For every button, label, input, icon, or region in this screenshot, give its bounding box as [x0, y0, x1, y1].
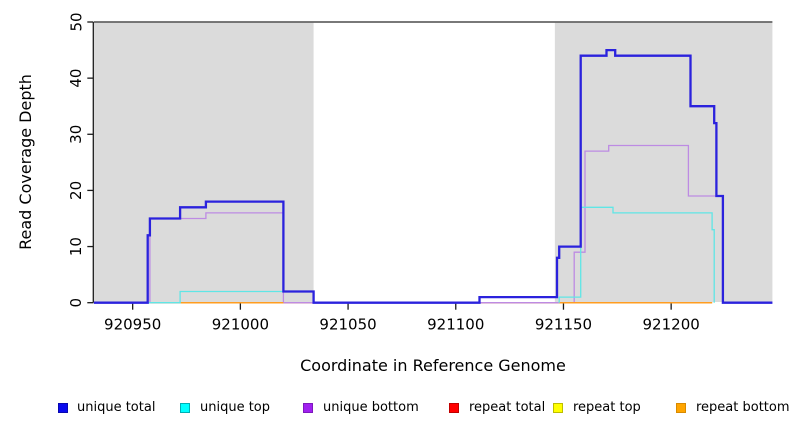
- y-axis-title: Read Coverage Depth: [16, 74, 35, 250]
- legend-label: unique bottom: [323, 400, 419, 415]
- legend-swatch-icon: [180, 403, 190, 413]
- legend-label: repeat bottom: [696, 400, 790, 415]
- shaded-region-0: [93, 22, 314, 302]
- legend-swatch-icon: [303, 403, 313, 413]
- shaded-region-1: [554, 22, 773, 302]
- x-tick-label: 921000: [212, 316, 269, 334]
- y-tick-label: 20: [67, 181, 85, 200]
- legend-swatch-icon: [449, 403, 459, 413]
- x-tick-label: 921050: [319, 316, 376, 334]
- legend-label: repeat total: [469, 400, 546, 415]
- y-tick-label: 30: [67, 125, 85, 144]
- legend-swatch-icon: [676, 403, 686, 413]
- x-axis-title: Coordinate in Reference Genome: [300, 356, 566, 375]
- y-tick-label: 50: [67, 12, 85, 31]
- legend: unique total unique top unique bottom repea…: [0, 399, 792, 423]
- x-tick-label: 921150: [535, 316, 592, 334]
- series-unique-top-line: [558, 206, 715, 303]
- y-tick-label: 10: [67, 237, 85, 256]
- legend-swatch-icon: [553, 403, 563, 413]
- legend-label: unique total: [77, 400, 156, 415]
- legend-label: repeat top: [573, 400, 641, 415]
- x-tick-label: 921100: [427, 316, 484, 334]
- x-tick-label: 920950: [104, 316, 161, 334]
- legend-swatch-icon: [58, 403, 68, 413]
- legend-label: unique top: [200, 400, 271, 415]
- y-tick-label: 0: [67, 298, 85, 308]
- series-unique-total-line: [93, 48, 773, 304]
- tick-labels-layer: 0 10 20 30 40 50 920950 921000 921050 921100 92115…: [67, 12, 700, 333]
- x-tick-label: 921200: [643, 316, 700, 334]
- y-tick-label: 40: [67, 69, 85, 88]
- shaded-regions-layer: [93, 22, 773, 302]
- series-layer: [93, 48, 773, 304]
